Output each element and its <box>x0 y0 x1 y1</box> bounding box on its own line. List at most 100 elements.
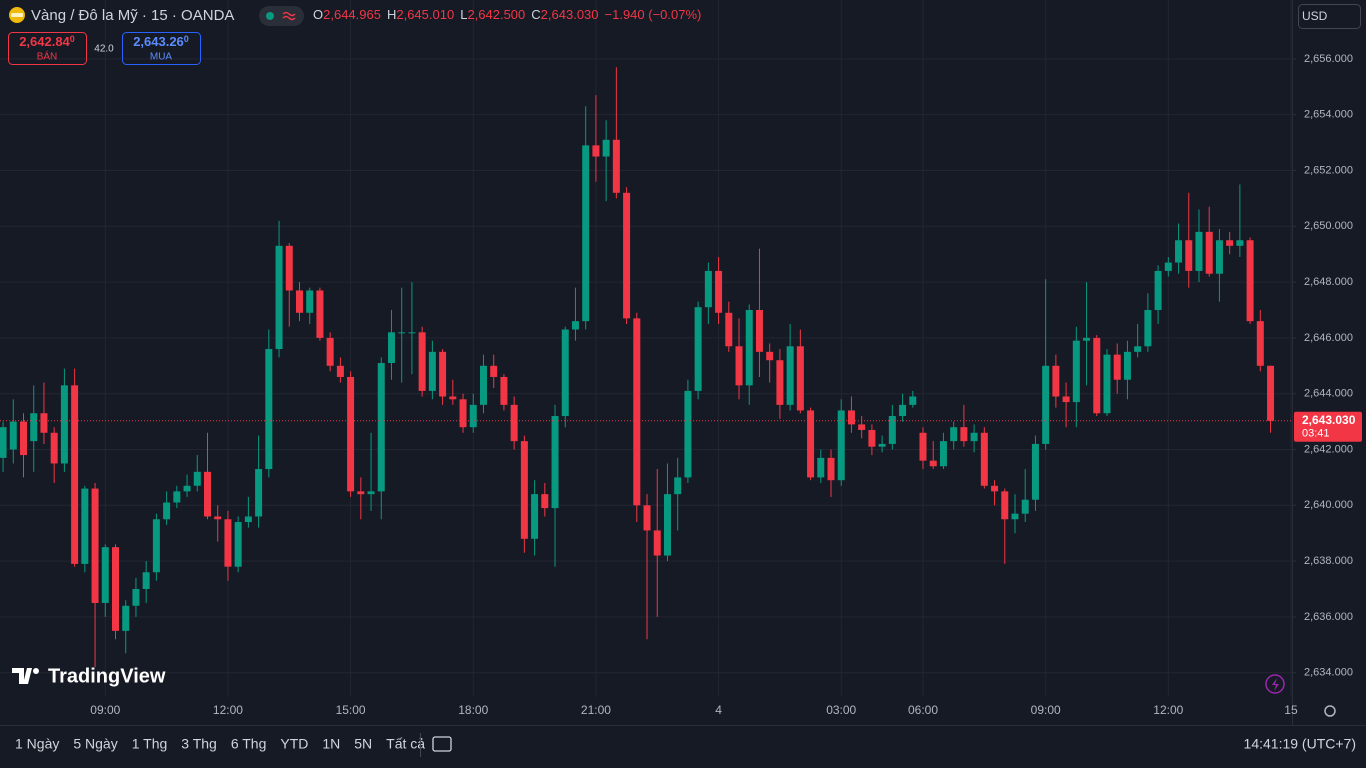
candle-body <box>214 516 222 520</box>
candle-body <box>387 332 395 364</box>
y-tick-label: 2,652.000 <box>1304 164 1353 176</box>
range-button[interactable]: 1 Thg <box>132 736 168 752</box>
candle-body <box>285 245 293 291</box>
candle-body <box>9 421 17 450</box>
x-tick-label: 21:00 <box>581 703 611 717</box>
candle-body <box>653 530 661 556</box>
candle-body <box>694 307 702 391</box>
candle-body <box>684 390 692 478</box>
candle-body <box>1185 240 1193 271</box>
candle-body <box>735 346 743 386</box>
candle-body <box>234 522 242 567</box>
candle-body <box>755 309 763 352</box>
lightning-icon <box>1272 678 1279 691</box>
candle-body <box>142 572 150 590</box>
candle-body <box>60 385 68 464</box>
candle-body <box>357 491 365 495</box>
candle-body <box>807 410 815 478</box>
candle-body <box>1093 337 1101 414</box>
candle-body <box>1021 499 1029 514</box>
candle-body <box>520 441 528 539</box>
brand-logo-dot <box>33 668 39 674</box>
candle-body <box>203 471 211 517</box>
candle-body <box>939 441 947 467</box>
candle-body <box>888 416 896 444</box>
candle-body <box>1011 513 1019 520</box>
candle-body <box>592 145 600 157</box>
range-button[interactable]: 5 Ngày <box>73 736 117 752</box>
candle-body <box>449 396 457 400</box>
candle-body <box>1083 337 1091 341</box>
candle-body <box>244 516 252 523</box>
candle-body <box>510 404 518 442</box>
ohlc-key: O <box>313 7 323 22</box>
candle-body <box>551 416 559 509</box>
range-button[interactable]: 1 Ngày <box>15 736 59 752</box>
candle-body <box>1113 354 1121 380</box>
candle-body <box>1226 240 1234 246</box>
candle-body <box>827 457 835 481</box>
brand-logo <box>12 668 32 684</box>
lightning-button[interactable] <box>1265 674 1285 694</box>
range-button[interactable]: 6 Thg <box>231 736 267 752</box>
candle-body <box>899 404 907 417</box>
candle-body <box>275 245 283 350</box>
candle-body <box>183 485 191 492</box>
candle-body <box>255 469 263 517</box>
candle-body <box>991 485 999 492</box>
x-tick-label: 15 <box>1284 703 1298 717</box>
candle-body <box>868 429 876 447</box>
candle-body <box>71 385 79 564</box>
candle-body <box>316 290 324 338</box>
candle-body <box>858 424 866 430</box>
candle-body <box>612 139 620 193</box>
range-button[interactable]: 1N <box>322 736 340 752</box>
candle-body <box>224 519 232 567</box>
candle-body <box>663 494 671 556</box>
candle-body <box>776 360 784 405</box>
candle-body <box>1267 365 1275 421</box>
candle-body <box>1256 321 1264 366</box>
candle-body <box>122 605 130 631</box>
ohlc-value: 2,645.010 <box>396 7 454 22</box>
candle-body <box>265 349 273 470</box>
date-range-button[interactable] <box>432 736 452 752</box>
currency-button[interactable] <box>1298 4 1361 29</box>
candle-body <box>439 351 447 397</box>
candle-body <box>786 346 794 405</box>
candle-body <box>837 410 845 481</box>
candle-body <box>929 460 937 467</box>
candle-body <box>960 427 968 442</box>
y-tick-label: 2,654.000 <box>1304 109 1353 121</box>
candle-body <box>704 270 712 308</box>
x-tick-label: 09:00 <box>90 703 120 717</box>
range-button[interactable]: Tất cả <box>386 736 425 752</box>
candle-body <box>643 505 651 531</box>
status-chip[interactable] <box>259 6 304 26</box>
sell-button[interactable] <box>8 32 87 65</box>
candle-body <box>571 321 579 330</box>
candle-body <box>878 443 886 447</box>
last-price-label: 2,643.030 <box>1302 413 1356 427</box>
candle-body <box>1154 270 1162 310</box>
grid <box>0 0 1292 697</box>
candle-body <box>796 346 804 411</box>
candle-body <box>428 351 436 391</box>
candle-body <box>408 332 416 334</box>
toolbar: 1 Ngày 5 Ngày 1 Thg 3 Thg 6 Thg YTD 1N 5N Tất cả <box>15 736 425 752</box>
range-button[interactable]: 3 Thg <box>181 736 217 752</box>
last-price-box <box>1294 411 1362 442</box>
settings-button[interactable] <box>1324 705 1336 717</box>
buy-button[interactable] <box>122 32 201 65</box>
candle-body <box>1052 365 1060 397</box>
candle-body <box>469 404 477 428</box>
y-tick-label: 2,644.000 <box>1304 388 1353 400</box>
candle-body <box>193 471 201 486</box>
range-button[interactable]: YTD <box>280 736 308 752</box>
range-button[interactable]: 5N <box>354 736 372 752</box>
candle-body <box>633 318 641 506</box>
clock: 14:41:19 (UTC+7) <box>1244 736 1356 752</box>
ohlc-key: C <box>531 7 540 22</box>
ohlc-legend: O2,644.965 H2,645.010 L2,642.500 C2,643.030… <box>313 7 701 22</box>
